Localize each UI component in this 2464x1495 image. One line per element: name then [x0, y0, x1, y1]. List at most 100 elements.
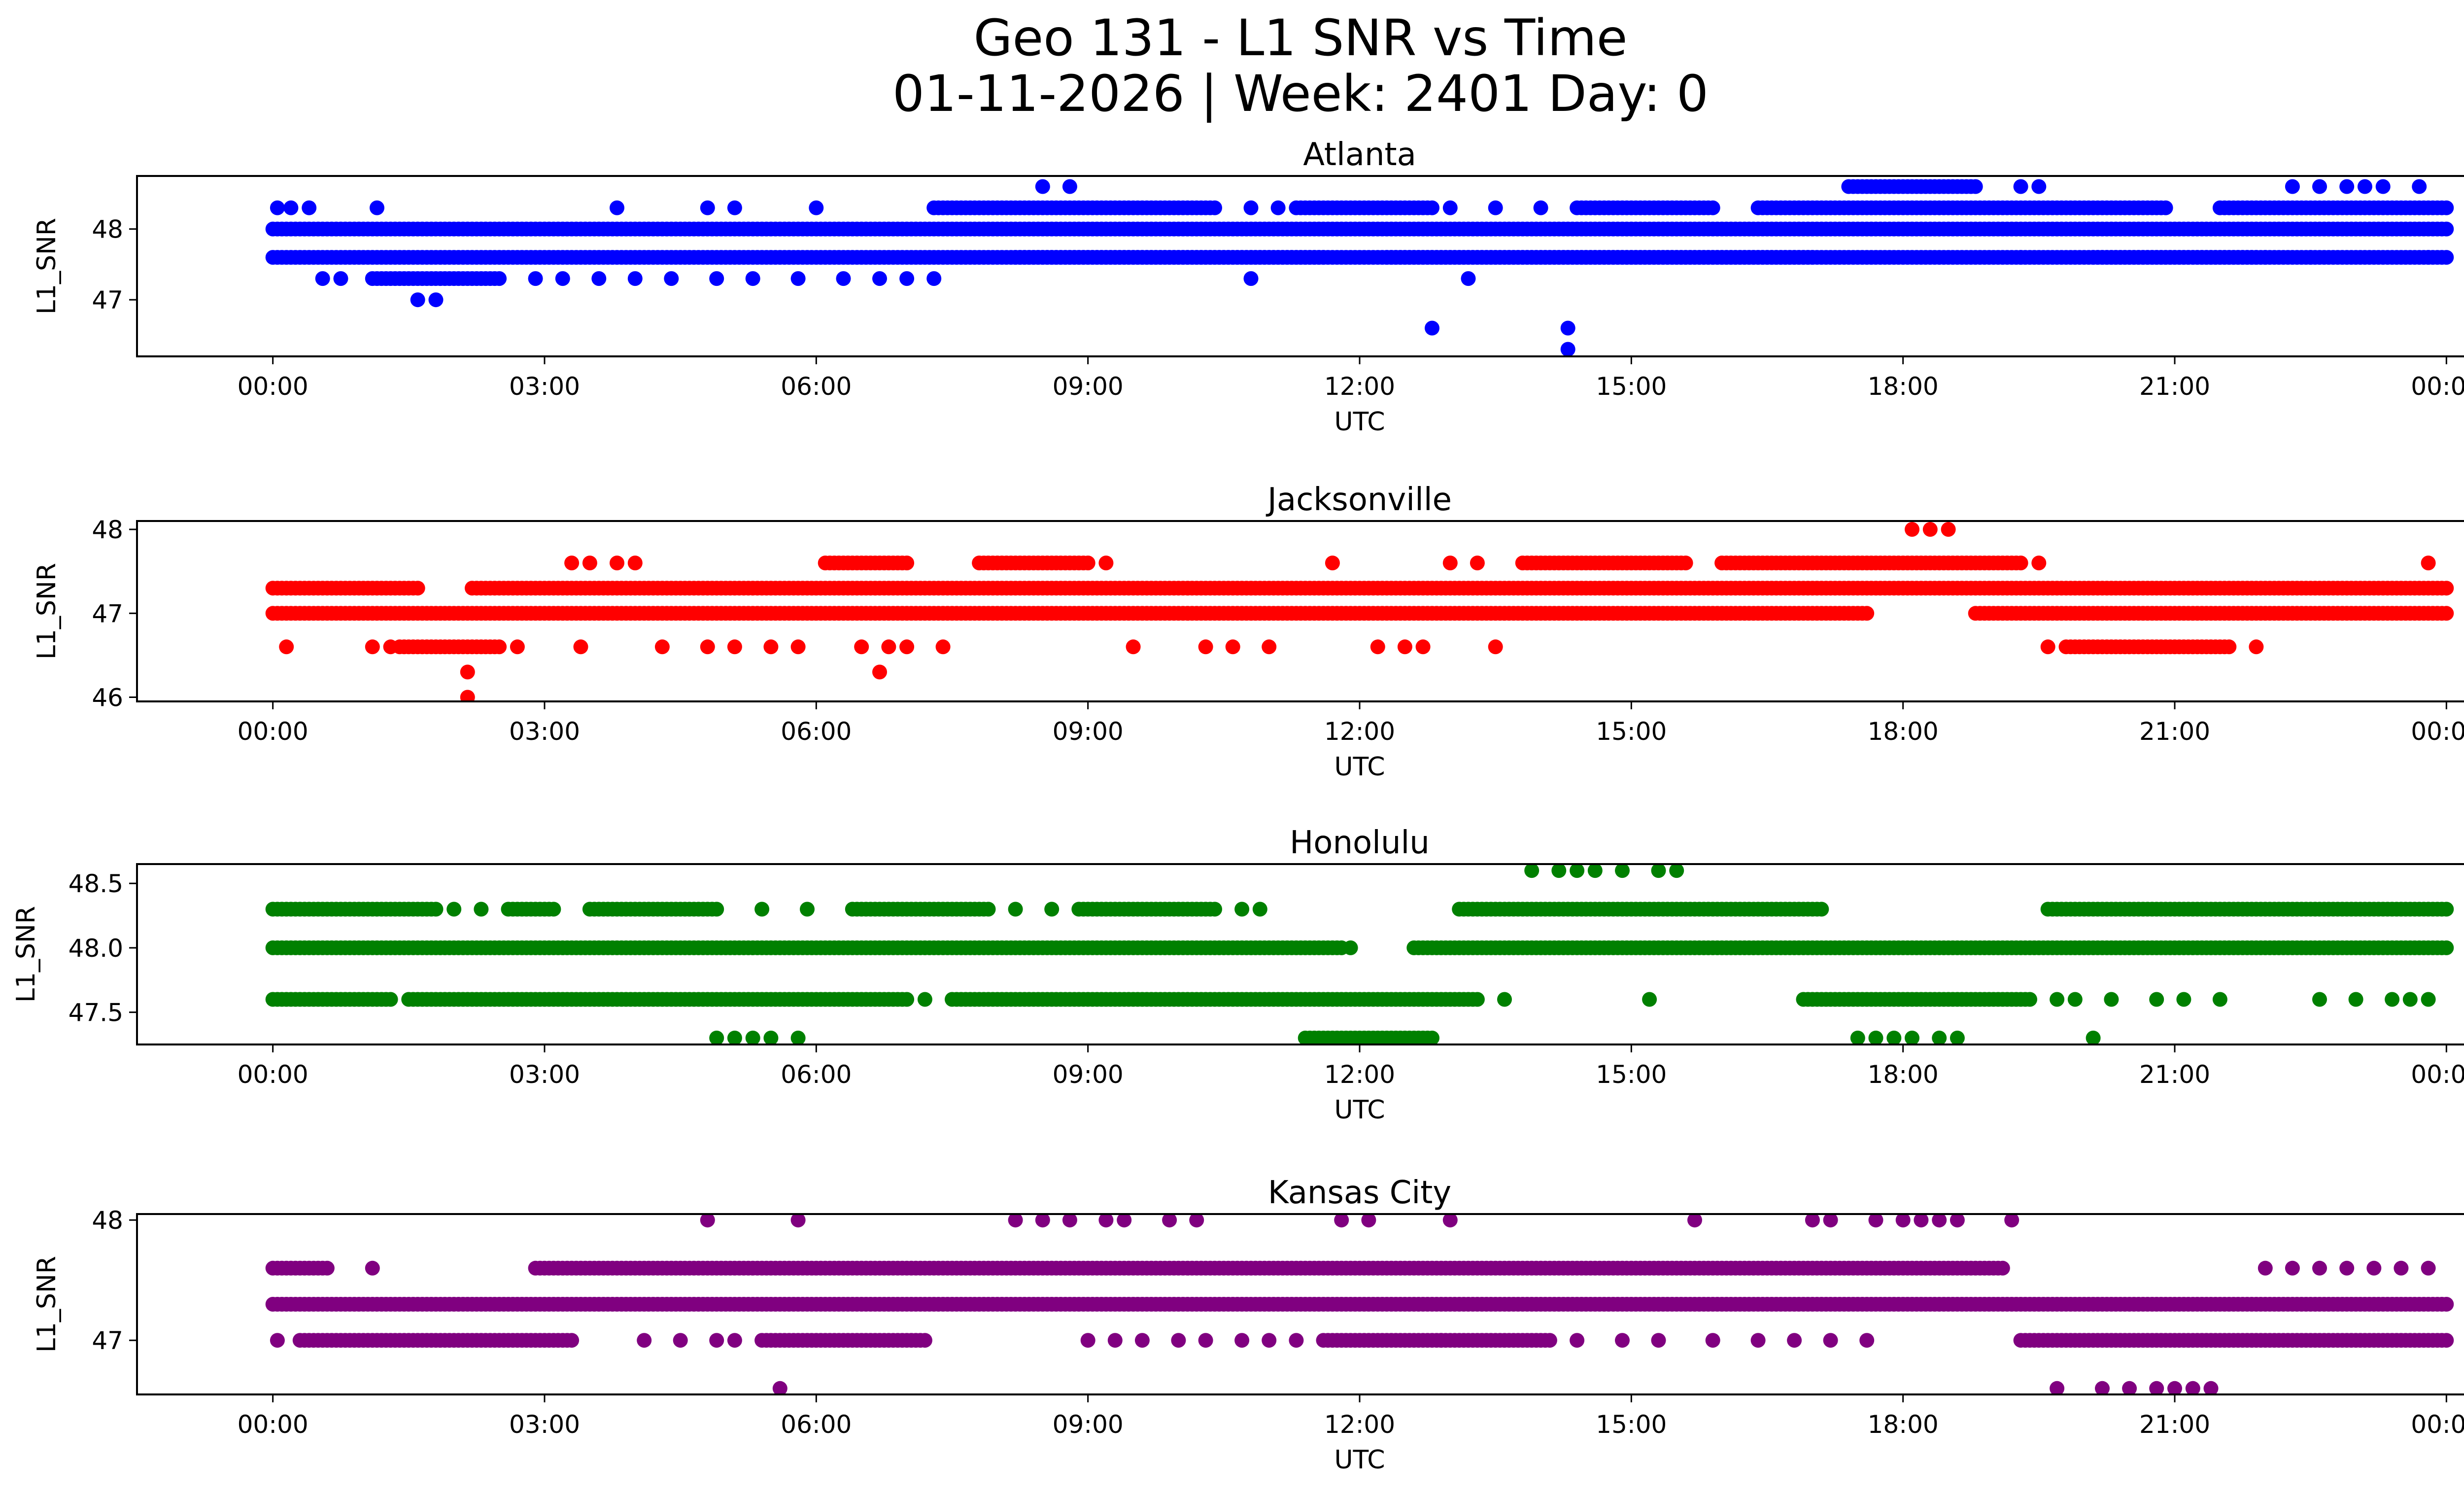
panel-title: Atlanta	[1303, 137, 1416, 173]
data-point	[2031, 556, 2047, 571]
data-point	[1270, 200, 1286, 215]
data-point	[2348, 992, 2363, 1007]
data-point	[365, 639, 380, 655]
data-point	[1560, 320, 1575, 336]
data-point	[1905, 522, 1919, 537]
data-point	[2385, 992, 2400, 1007]
data-point	[1425, 320, 1439, 336]
data-point	[1316, 250, 1331, 265]
data-point	[2222, 639, 2237, 655]
data-point	[1651, 864, 1666, 878]
x-tick-label: 00:00	[2411, 372, 2464, 401]
data-point	[745, 271, 760, 286]
data-point	[1442, 200, 1458, 215]
data-point	[1805, 250, 1820, 265]
data-point	[319, 1260, 335, 1276]
data-point	[2421, 556, 2436, 571]
data-point	[790, 639, 806, 655]
data-point	[1587, 864, 1603, 878]
data-point	[1126, 639, 1141, 655]
data-point	[1252, 902, 1267, 917]
x-tick-label: 18:00	[1868, 1060, 1939, 1089]
data-point	[1425, 1030, 1439, 1044]
data-point	[1225, 639, 1240, 655]
data-point	[1397, 639, 1412, 655]
data-point	[1425, 200, 1439, 215]
data-point	[2439, 606, 2454, 621]
data-point	[800, 902, 815, 917]
x-tick-label: 03:00	[509, 1060, 580, 1089]
data-point	[881, 639, 896, 655]
data-point	[1470, 992, 1485, 1007]
data-point	[610, 556, 624, 571]
data-point	[573, 639, 588, 655]
data-point	[1470, 556, 1485, 571]
data-point	[383, 639, 398, 655]
data-point	[1497, 992, 1512, 1007]
data-point	[2022, 992, 2037, 1007]
data-point	[555, 271, 570, 286]
data-point	[727, 639, 742, 655]
data-point	[926, 271, 942, 286]
data-point	[2176, 992, 2191, 1007]
data-point	[2421, 250, 2436, 265]
data-point	[1098, 556, 1114, 571]
figure-title: Geo 131 - L1 SNR vs Time	[974, 9, 1628, 68]
data-point	[446, 902, 462, 917]
data-point	[591, 271, 607, 286]
x-tick-label: 09:00	[1053, 1060, 1124, 1089]
x-tick-label: 15:00	[1596, 372, 1667, 401]
data-point	[1243, 200, 1259, 215]
data-point	[2412, 179, 2427, 194]
data-point	[610, 200, 624, 215]
data-point	[2104, 992, 2119, 1007]
data-point	[1488, 639, 1503, 655]
data-point	[2357, 179, 2372, 194]
data-point	[1678, 556, 1693, 571]
data-point	[564, 556, 580, 571]
data-point	[2439, 200, 2454, 215]
panel-title: Kansas City	[1268, 1175, 1451, 1211]
x-tick-label: 09:00	[1053, 372, 1124, 401]
figure-subtitle: 01-11-2026 | Week: 2401 Day: 0	[892, 65, 1709, 123]
data-point	[2421, 992, 2436, 1007]
data-point	[2031, 179, 2047, 194]
data-point	[1234, 902, 1250, 917]
data-point	[510, 639, 525, 655]
data-point	[428, 902, 444, 917]
data-point	[1814, 902, 1829, 917]
x-tick-label: 15:00	[1596, 1060, 1667, 1089]
data-point	[917, 1333, 932, 1348]
y-tick-label: 48	[92, 215, 123, 244]
data-point	[1370, 639, 1385, 655]
data-point	[333, 271, 348, 286]
data-point	[1642, 992, 1657, 1007]
x-axis-label: UTC	[1334, 752, 1385, 782]
x-tick-label: 06:00	[781, 717, 852, 746]
scatter-series	[265, 864, 2454, 1044]
data-point	[270, 200, 285, 215]
data-point	[1207, 902, 1222, 917]
scatter-series	[265, 179, 2454, 356]
y-tick-label: 46	[92, 683, 123, 712]
data-point	[1615, 864, 1630, 878]
y-axis-label: L1_SNR	[11, 906, 41, 1003]
data-point	[2086, 1030, 2101, 1044]
data-point	[790, 271, 806, 286]
data-point	[315, 271, 330, 286]
data-point	[2439, 221, 2454, 237]
x-tick-label: 15:00	[1596, 717, 1667, 746]
data-point	[410, 292, 425, 308]
data-point	[546, 902, 561, 917]
data-point	[2040, 639, 2055, 655]
data-point	[1415, 639, 1431, 655]
data-point	[2149, 992, 2164, 1007]
data-point	[654, 639, 670, 655]
data-point	[1922, 522, 1938, 537]
y-tick-label: 48.5	[68, 869, 123, 898]
data-point	[2439, 940, 2454, 955]
